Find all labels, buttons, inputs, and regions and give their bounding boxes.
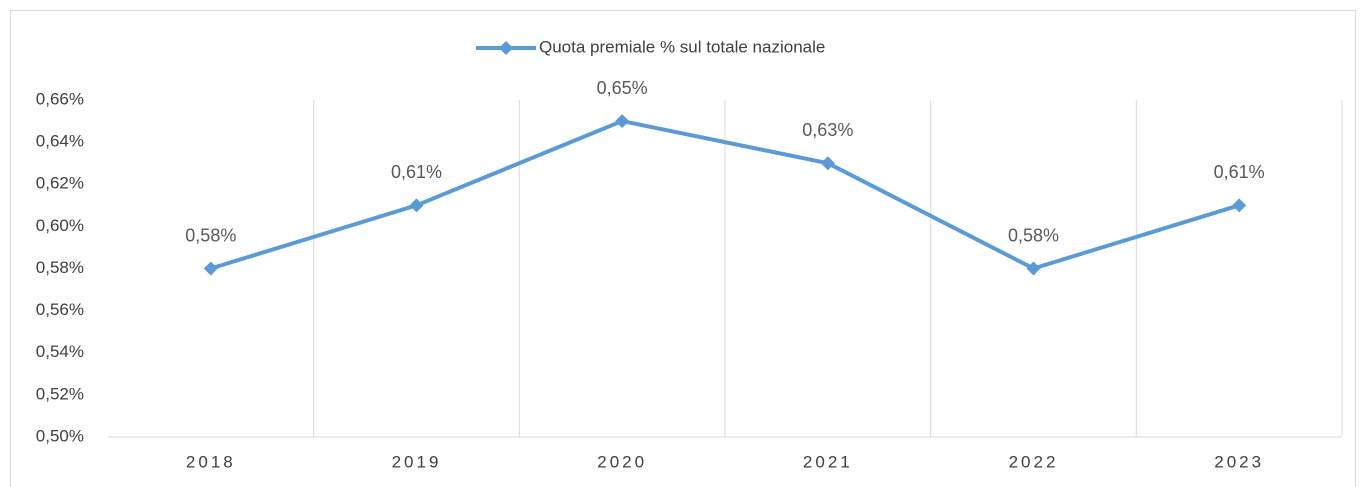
point-marker <box>820 156 835 171</box>
y-tick-label: 0,54% <box>36 342 84 361</box>
x-tick-label: 2021 <box>803 452 853 471</box>
data-label: 0,58% <box>185 225 236 245</box>
y-tick-label: 0,66% <box>36 89 84 108</box>
series-line <box>210 119 1240 271</box>
x-tick-label: 2022 <box>1009 452 1059 471</box>
x-tick-label: 2023 <box>1214 452 1264 471</box>
point-marker <box>615 114 630 129</box>
point-marker <box>409 198 424 213</box>
x-tick-label: 2018 <box>186 452 236 471</box>
y-tick-label: 0,62% <box>36 174 84 193</box>
chart-frame <box>10 10 1356 487</box>
y-tick-label: 0,56% <box>36 300 84 319</box>
x-tick-label: 2019 <box>392 452 442 471</box>
data-label: 0,65% <box>597 78 648 98</box>
legend-marker <box>499 41 513 55</box>
point-marker <box>1232 198 1247 213</box>
point-marker <box>1026 261 1041 276</box>
legend-label: Quota premiale % sul totale nazionale <box>539 37 825 56</box>
data-label: 0,61% <box>391 162 442 182</box>
y-tick-label: 0,50% <box>36 426 84 445</box>
y-tick-label: 0,64% <box>36 132 84 151</box>
data-label: 0,63% <box>802 120 853 140</box>
y-tick-label: 0,52% <box>36 384 84 403</box>
data-label: 0,61% <box>1214 162 1265 182</box>
x-tick-label: 2020 <box>597 452 647 471</box>
y-tick-label: 0,60% <box>36 216 84 235</box>
data-label: 0,58% <box>1008 225 1059 245</box>
point-marker <box>203 261 218 276</box>
y-tick-label: 0,58% <box>36 258 84 277</box>
